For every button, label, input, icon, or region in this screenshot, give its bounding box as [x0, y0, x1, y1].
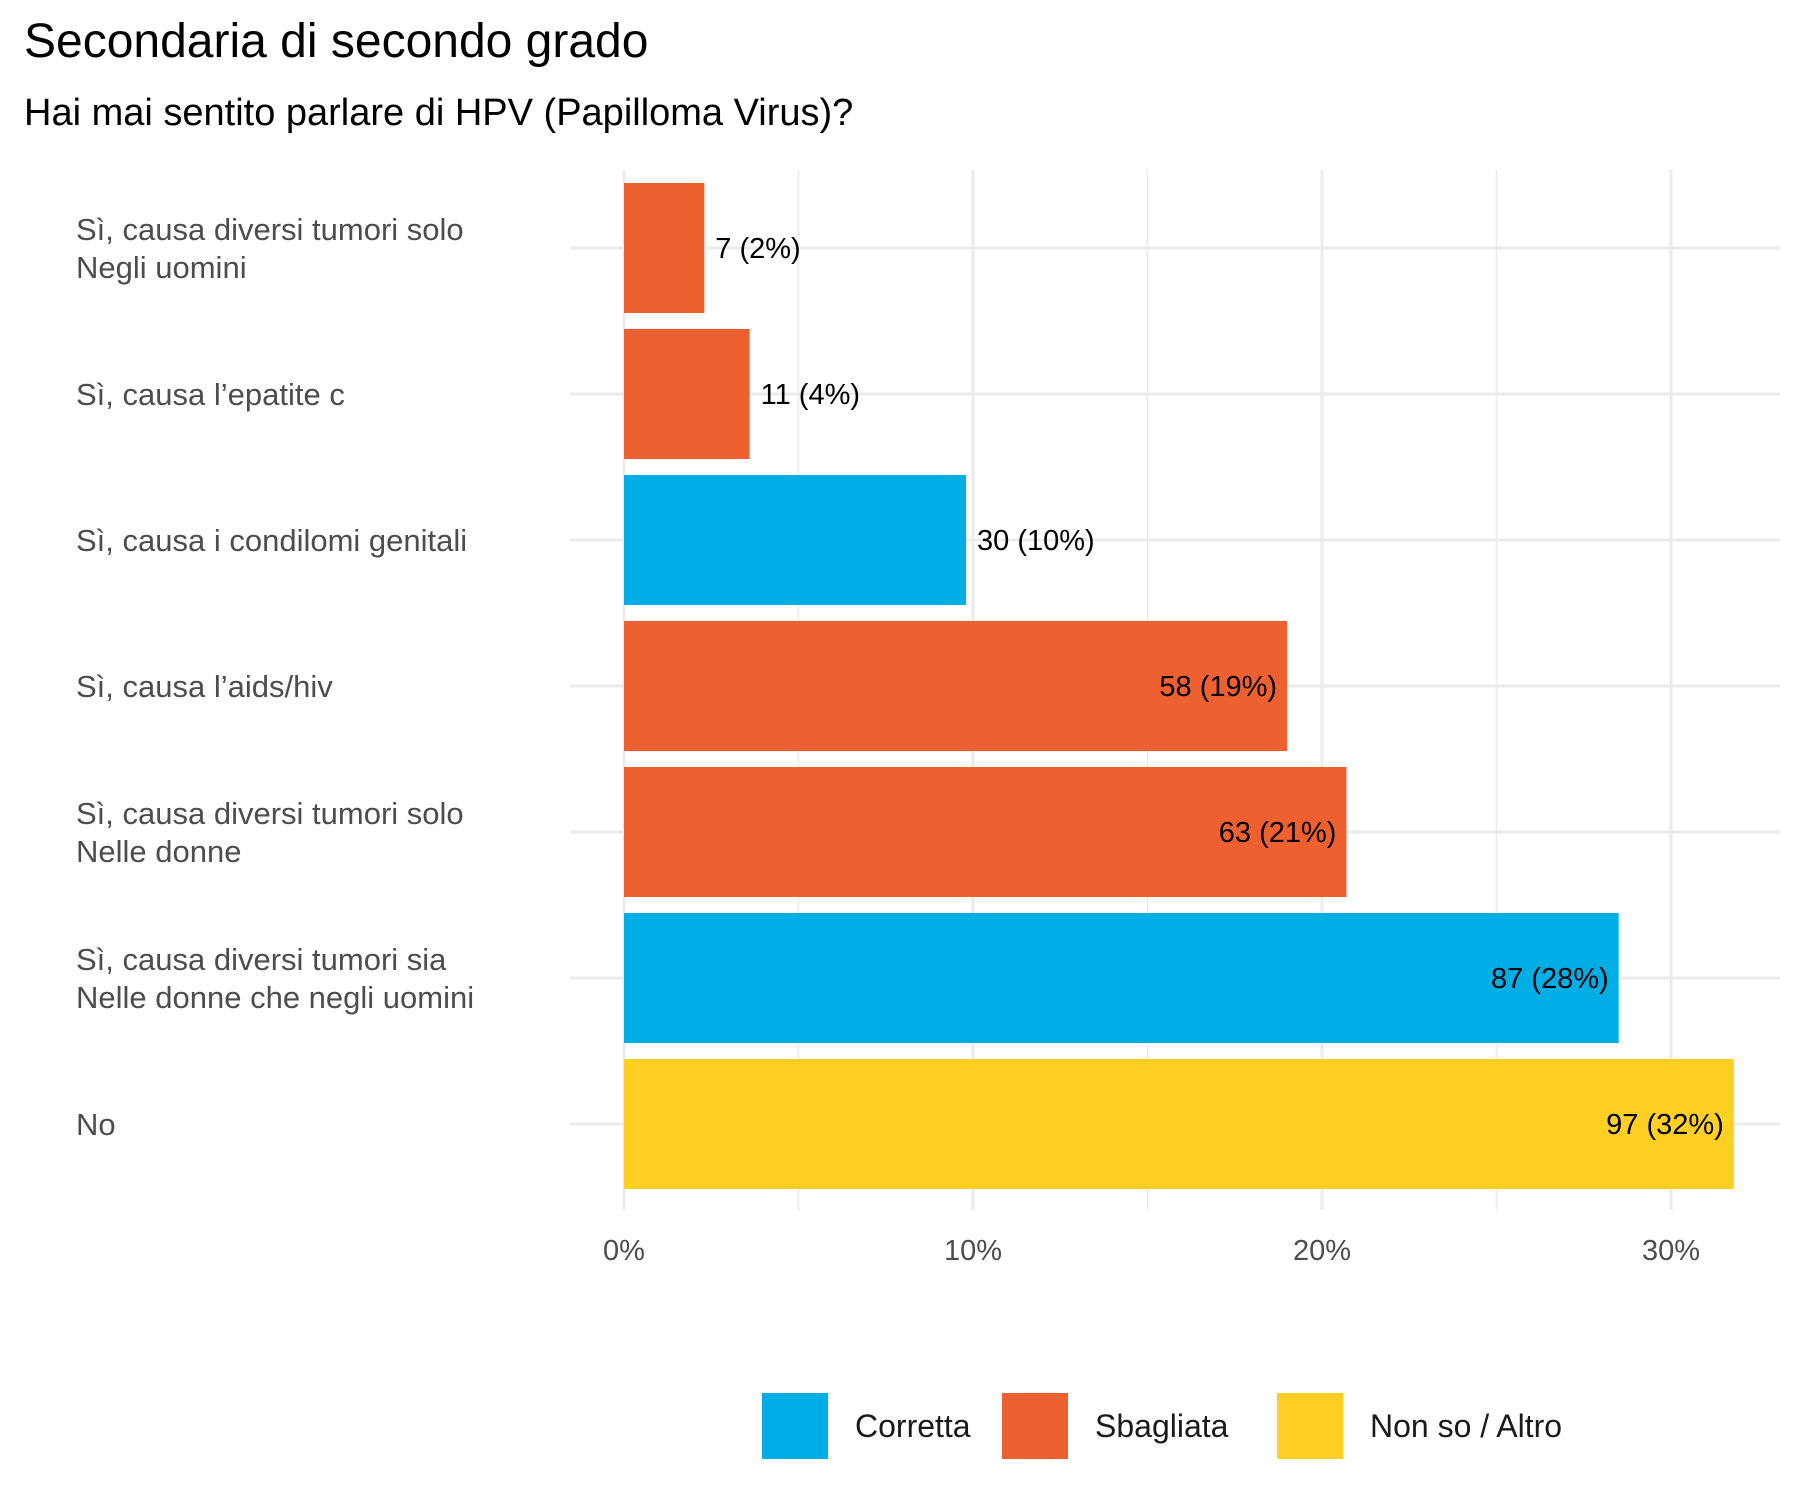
- category-label-line: No: [76, 1107, 116, 1142]
- bar-corretta: [624, 913, 1619, 1043]
- bar-nonso: [624, 1059, 1734, 1189]
- bar-sbagliata: [624, 621, 1288, 751]
- data-label: 7 (2%): [715, 233, 800, 265]
- category-label: Sì, causa l’epatite c: [76, 377, 345, 412]
- x-axis-ticks: 0% 10% 20% 30%: [603, 1235, 1700, 1267]
- legend-label-corretta: Corretta: [855, 1408, 971, 1444]
- legend-swatch-sbagliata: [1002, 1393, 1068, 1459]
- category-labels: Sì, causa diversi tumori solo Negli uomin…: [76, 212, 474, 1142]
- data-label: 63 (21%): [1219, 817, 1337, 849]
- category-label: Sì, causa diversi tumori solo Negli uomin…: [76, 212, 464, 285]
- data-labels: 7 (2%) 11 (4%) 30 (10%) 58 (19%) 63 (21%) 87 …: [715, 233, 1724, 1141]
- category-label-line: Nelle donne: [76, 834, 241, 869]
- legend-label-nonso: Non so / Altro: [1370, 1408, 1562, 1444]
- category-label: Sì, causa diversi tumori sia Nelle donne …: [76, 942, 474, 1015]
- x-tick-label: 0%: [603, 1235, 645, 1267]
- legend-label-sbagliata: Sbagliata: [1095, 1408, 1229, 1444]
- category-label-line: Sì, causa diversi tumori solo: [76, 212, 464, 247]
- category-label-line: Nelle donne che negli uomini: [76, 980, 474, 1015]
- category-label-line: Sì, causa l’epatite c: [76, 377, 345, 412]
- legend: Corretta Sbagliata Non so / Altro: [762, 1393, 1562, 1459]
- category-label-line: Sì, causa diversi tumori sia: [76, 942, 447, 977]
- data-label: 97 (32%): [1606, 1109, 1724, 1141]
- category-label-line: Sì, causa l’aids/hiv: [76, 669, 333, 704]
- category-label-line: Negli uomini: [76, 250, 247, 285]
- bar-sbagliata: [624, 183, 705, 313]
- category-label: No: [76, 1107, 116, 1142]
- bar-sbagliata: [624, 767, 1347, 897]
- chart-subtitle: Hai mai sentito parlare di HPV (Papillom…: [24, 92, 854, 134]
- data-label: 30 (10%): [977, 525, 1095, 557]
- bars: [624, 183, 1734, 1189]
- data-label: 11 (4%): [761, 379, 860, 411]
- bar-sbagliata: [624, 329, 750, 459]
- legend-swatch-corretta: [762, 1393, 828, 1459]
- category-label: Sì, causa i condilomi genitali: [76, 523, 467, 558]
- x-tick-label: 30%: [1642, 1235, 1700, 1267]
- category-label: Sì, causa diversi tumori solo Nelle donne: [76, 796, 464, 869]
- x-tick-label: 10%: [944, 1235, 1002, 1267]
- x-tick-label: 20%: [1293, 1235, 1351, 1267]
- category-label-line: Sì, causa diversi tumori solo: [76, 796, 464, 831]
- category-label-line: Sì, causa i condilomi genitali: [76, 523, 467, 558]
- legend-swatch-nonso: [1277, 1393, 1343, 1459]
- bar-corretta: [624, 475, 967, 605]
- data-label: 58 (19%): [1159, 671, 1277, 703]
- category-label: Sì, causa l’aids/hiv: [76, 669, 333, 704]
- chart-title: Secondaria di secondo grado: [24, 15, 649, 68]
- data-label: 87 (28%): [1491, 963, 1609, 995]
